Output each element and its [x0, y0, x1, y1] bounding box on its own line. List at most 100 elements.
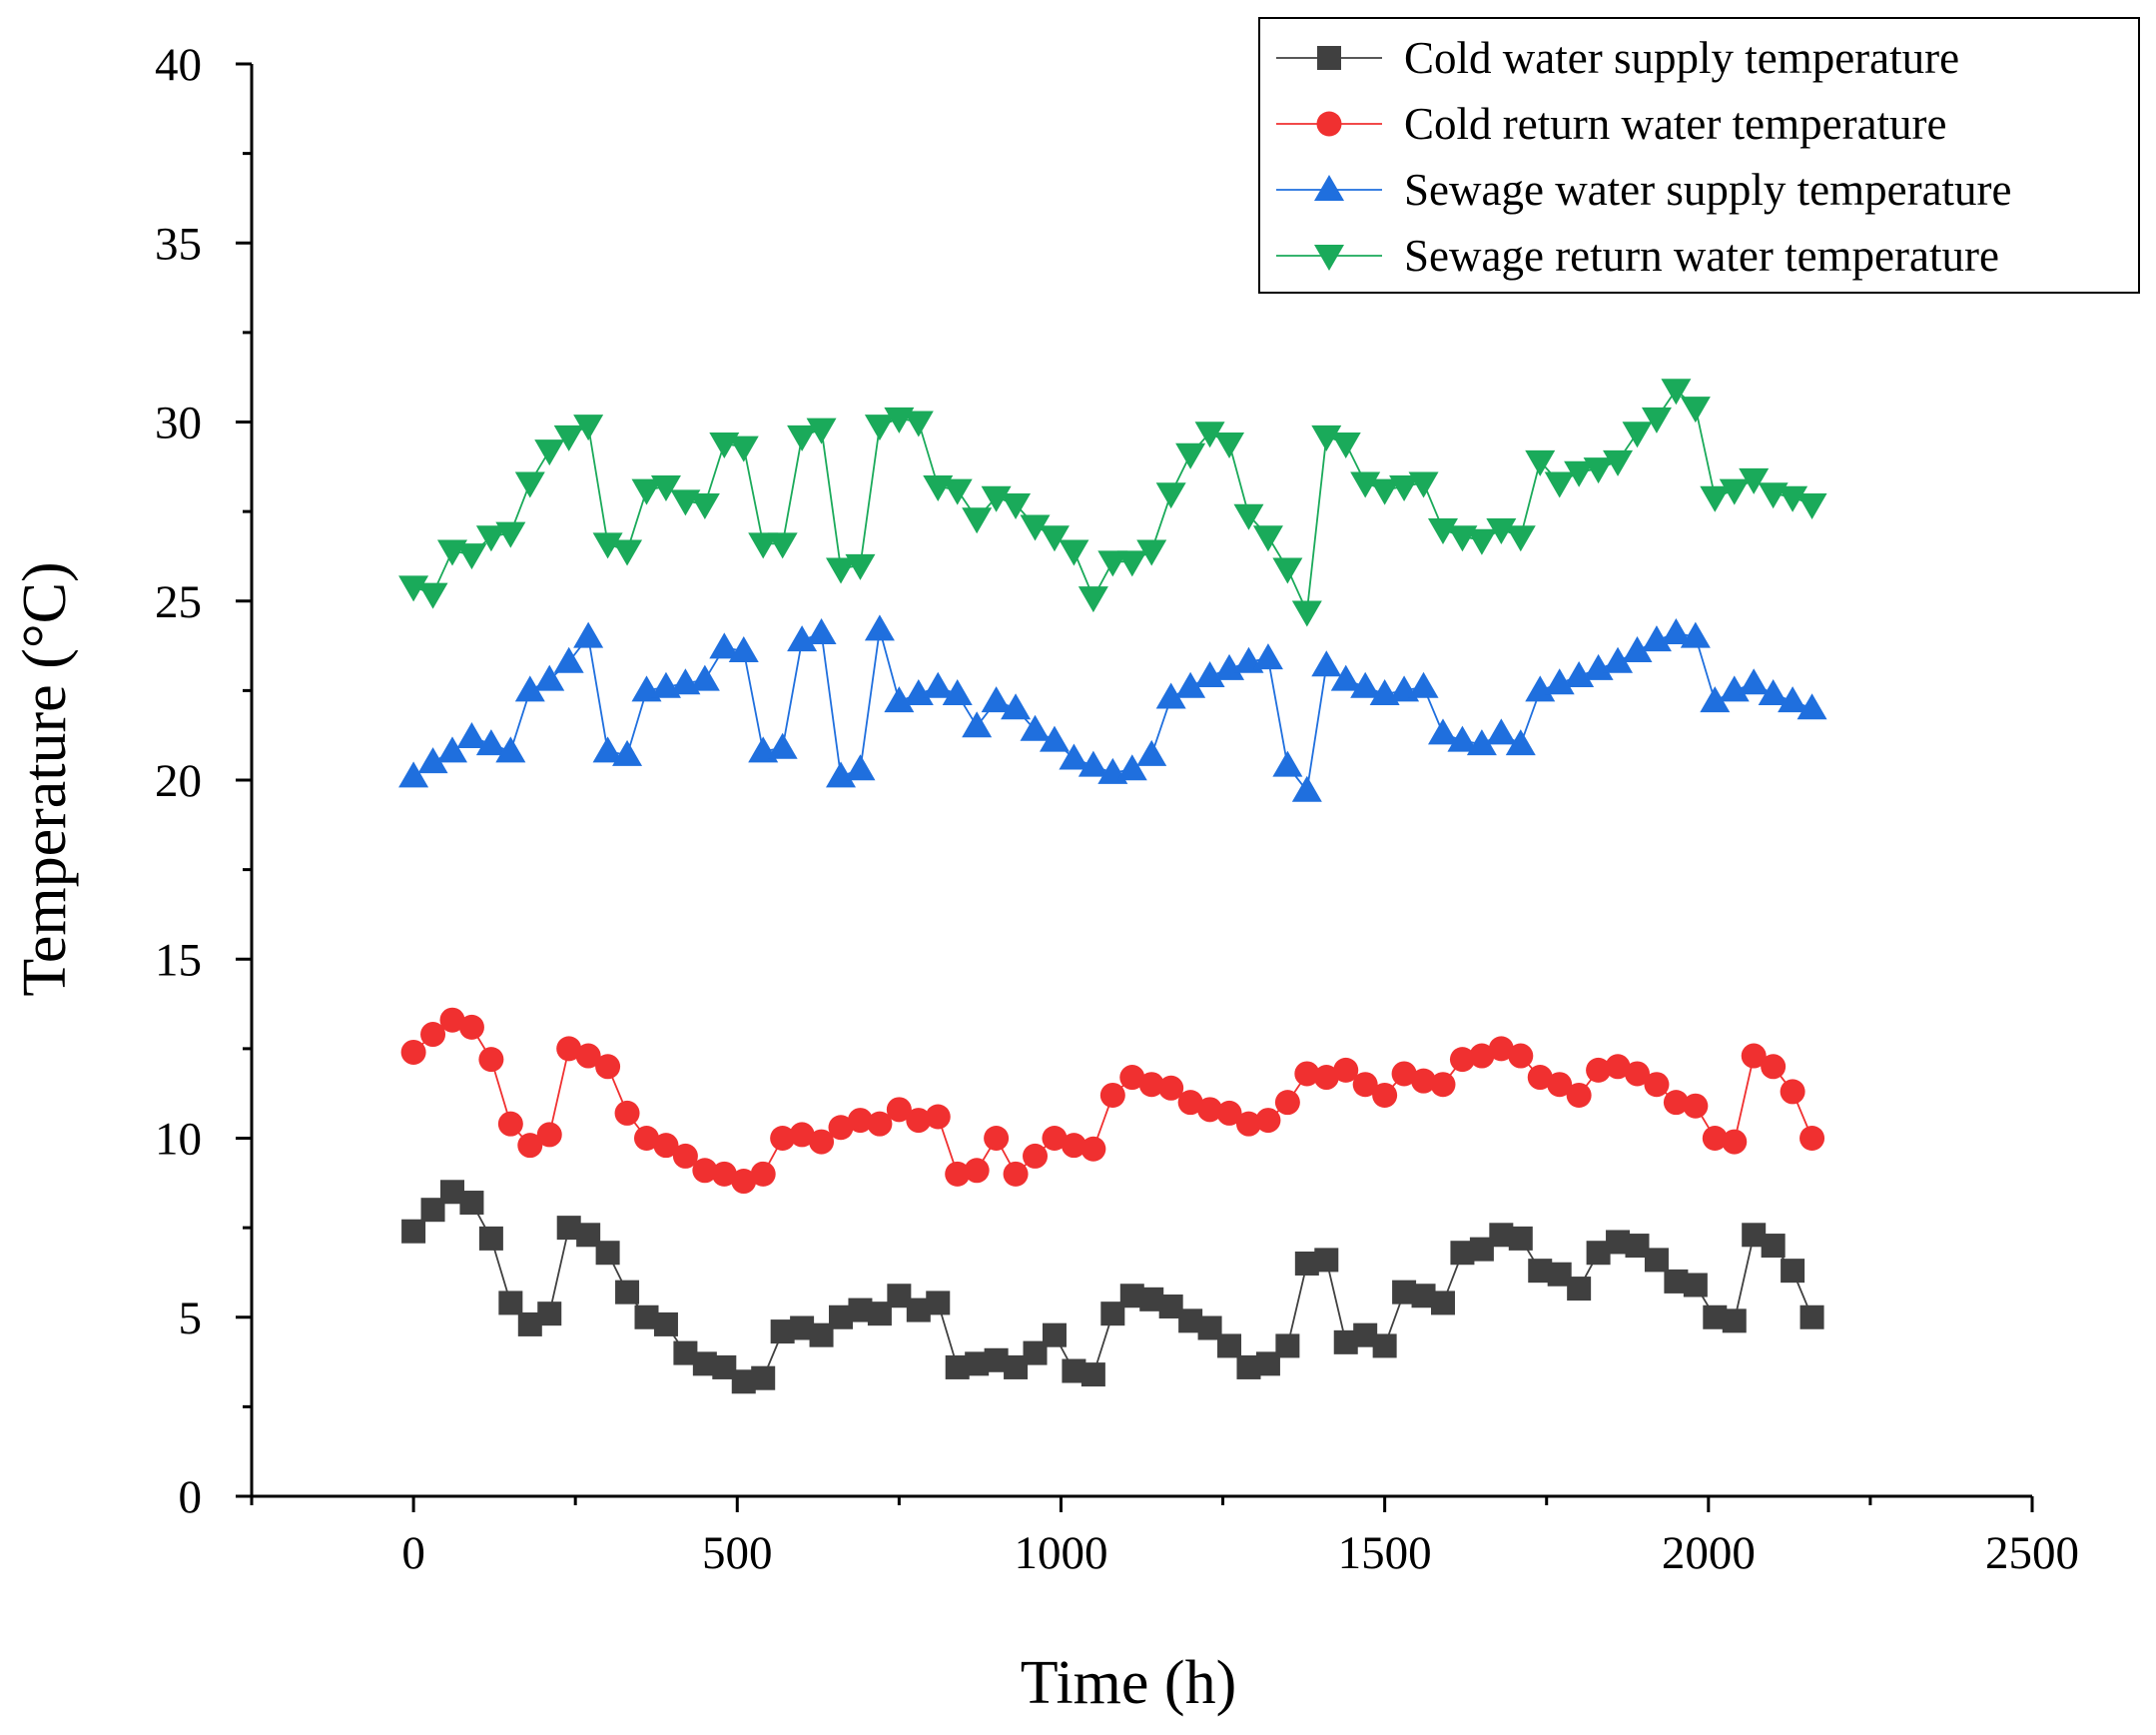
data-point — [962, 507, 993, 534]
data-point — [417, 582, 448, 609]
data-point — [1059, 743, 1089, 770]
data-point — [1797, 693, 1827, 720]
data-point — [1158, 1075, 1184, 1101]
data-point — [1427, 718, 1458, 745]
data-point — [1391, 1061, 1417, 1087]
data-point — [459, 1191, 484, 1216]
legend-items: Cold water supply temperature Cold return… — [1276, 33, 2012, 281]
x-tick-label: 2500 — [1985, 1527, 2079, 1579]
data-point — [1372, 1333, 1397, 1358]
data-point — [1155, 682, 1186, 709]
data-point — [1020, 514, 1051, 541]
data-point — [1136, 539, 1167, 566]
y-tick-label: 30 — [155, 398, 202, 449]
data-point — [1447, 725, 1478, 752]
data-point — [1411, 1068, 1437, 1094]
data-point — [1527, 1065, 1553, 1091]
data-point — [1042, 1126, 1068, 1151]
data-point — [401, 1219, 426, 1244]
data-point — [534, 439, 565, 466]
data-point — [1330, 433, 1361, 459]
data-point — [497, 1111, 523, 1137]
data-point — [1624, 1061, 1650, 1087]
data-point — [864, 614, 895, 641]
data-point — [1719, 675, 1750, 702]
data-point — [1722, 1308, 1747, 1333]
data-point — [595, 1054, 621, 1080]
y-axis-title: Temperature (°C) — [11, 561, 79, 996]
data-point — [573, 621, 604, 648]
legend-label: Sewage water supply temperature — [1404, 165, 2012, 215]
data-point — [1099, 1082, 1125, 1108]
data-point — [1722, 1129, 1748, 1155]
data-point — [962, 711, 993, 738]
data-point — [1313, 1065, 1339, 1091]
data-point — [1023, 1143, 1049, 1169]
data-point — [728, 435, 759, 462]
data-point — [614, 1100, 640, 1126]
data-point — [615, 1280, 640, 1304]
data-point — [1080, 1136, 1106, 1162]
data-point — [1486, 718, 1517, 745]
legend-marker — [1314, 245, 1344, 271]
series-layer — [398, 379, 1827, 1394]
data-point — [1702, 1126, 1728, 1151]
data-point — [1780, 1079, 1805, 1105]
data-point — [1605, 1054, 1631, 1080]
data-point — [1389, 475, 1420, 502]
data-point — [1352, 1072, 1378, 1098]
data-point — [767, 532, 798, 559]
legend-item: Sewage water supply temperature — [1276, 165, 2012, 215]
data-point — [1567, 1277, 1592, 1301]
data-point — [1469, 1043, 1495, 1069]
data-point — [1566, 1082, 1592, 1108]
data-point — [1603, 646, 1634, 673]
data-point — [1781, 1259, 1805, 1284]
data-point — [1661, 618, 1692, 645]
data-point — [475, 525, 506, 552]
data-point — [1719, 478, 1750, 505]
data-point — [478, 1226, 503, 1251]
y-tick-label: 15 — [155, 934, 202, 986]
data-point — [964, 1158, 990, 1184]
data-point — [420, 1022, 446, 1048]
data-point — [1372, 1082, 1398, 1108]
data-point — [1059, 539, 1089, 566]
data-point — [1680, 621, 1711, 648]
data-point — [1333, 1057, 1359, 1083]
series-1 — [401, 1180, 1824, 1394]
legend-label: Cold return water temperature — [1404, 99, 1947, 149]
data-point — [398, 761, 429, 788]
data-point — [925, 1104, 951, 1130]
data-point — [942, 678, 973, 705]
data-point — [536, 1122, 562, 1148]
data-point — [1603, 449, 1634, 476]
data-point — [945, 1161, 971, 1187]
data-point — [1214, 653, 1245, 680]
data-point — [1311, 425, 1342, 451]
data-point — [1778, 485, 1808, 512]
data-point — [1644, 1072, 1670, 1098]
data-point — [1294, 1061, 1320, 1087]
data-point — [1661, 379, 1692, 406]
data-point — [1622, 422, 1653, 448]
y-ticks: 0 5 10 15 20 25 30 35 40 — [155, 39, 252, 1523]
data-point — [806, 418, 837, 444]
data-point — [1761, 1234, 1786, 1259]
legend-label: Sewage return water temperature — [1404, 231, 1999, 281]
data-point — [553, 425, 584, 451]
data-point — [631, 478, 662, 505]
legend-item: Cold water supply temperature — [1276, 33, 1959, 83]
data-point — [1175, 442, 1206, 469]
data-point — [1330, 664, 1361, 691]
data-point — [1700, 485, 1731, 512]
data-point — [1544, 471, 1575, 498]
data-point — [1311, 650, 1342, 677]
y-tick-label: 35 — [155, 218, 202, 270]
data-point — [1683, 1093, 1709, 1119]
data-point — [1586, 1057, 1612, 1083]
data-point — [1644, 1248, 1669, 1273]
data-point — [1449, 1047, 1475, 1073]
data-point — [867, 1111, 893, 1137]
data-point — [864, 415, 895, 441]
